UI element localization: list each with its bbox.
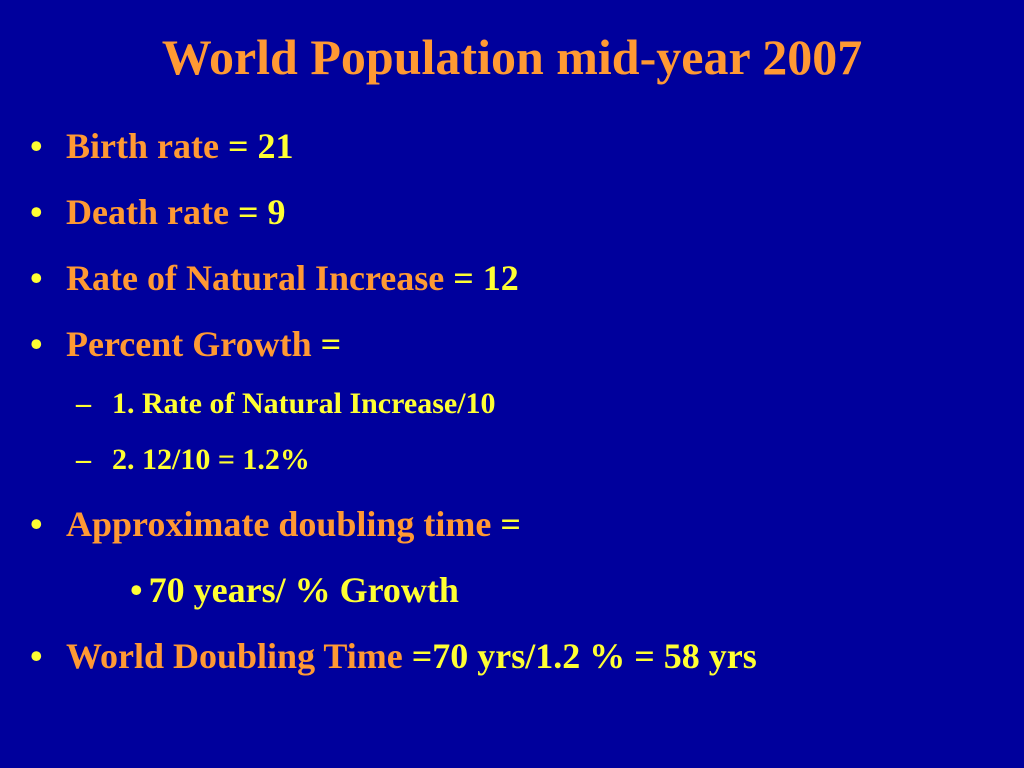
bullet-icon: • [30, 192, 43, 232]
sub-item-calculation: – 2. 12/10 = 1.2% [76, 442, 310, 478]
bullet-death-rate: • Death rate = 9 [30, 190, 286, 234]
slide-title: World Population mid-year 2007 [161, 29, 863, 85]
bullet-icon: • [30, 504, 43, 544]
bullet-natural-increase: • Rate of Natural Increase = 12 [30, 256, 519, 300]
doubling-time-value: = [491, 504, 521, 544]
birth-rate-value: = 21 [218, 126, 294, 166]
bullet-icon: • [30, 636, 43, 676]
death-rate-value: = 9 [228, 192, 286, 232]
indented-item-text: 70 years/ % Growth [148, 570, 459, 610]
natural-increase-label: Rate of Natural Increase [66, 258, 445, 298]
death-rate-label: Death rate [66, 192, 229, 232]
bullet-doubling-time: • Approximate doubling time = [30, 502, 521, 546]
percent-growth-label: Percent Growth [66, 324, 312, 364]
bullet-icon: • [30, 258, 43, 298]
bullet-icon: • [30, 324, 43, 364]
doubling-time-label: Approximate doubling time [66, 504, 492, 544]
world-doubling-time-value: =70 yrs/1.2 % = 58 yrs [402, 636, 757, 676]
percent-growth-value: = [311, 324, 342, 364]
sub-item-calculation-text: 2. 12/10 = 1.2% [112, 443, 310, 476]
bullet-icon: • [30, 126, 43, 166]
natural-increase-value: = 12 [444, 258, 519, 298]
bullet-world-doubling-time: • World Doubling Time =70 yrs/1.2 % = 58… [30, 634, 757, 678]
bullet-birth-rate: • Birth rate = 21 [30, 124, 294, 168]
indented-item: • 70 years/ % Growth [130, 568, 459, 612]
bullet-icon: • [130, 570, 143, 610]
dash-icon: – [76, 443, 91, 476]
dash-icon: – [76, 387, 91, 420]
world-doubling-time-label: World Doubling Time [66, 636, 403, 676]
sub-item-formula-text: 1. Rate of Natural Increase/10 [112, 387, 496, 420]
bullet-percent-growth: • Percent Growth = [30, 322, 342, 366]
sub-item-formula: – 1. Rate of Natural Increase/10 [76, 386, 496, 422]
birth-rate-label: Birth rate [66, 126, 219, 166]
